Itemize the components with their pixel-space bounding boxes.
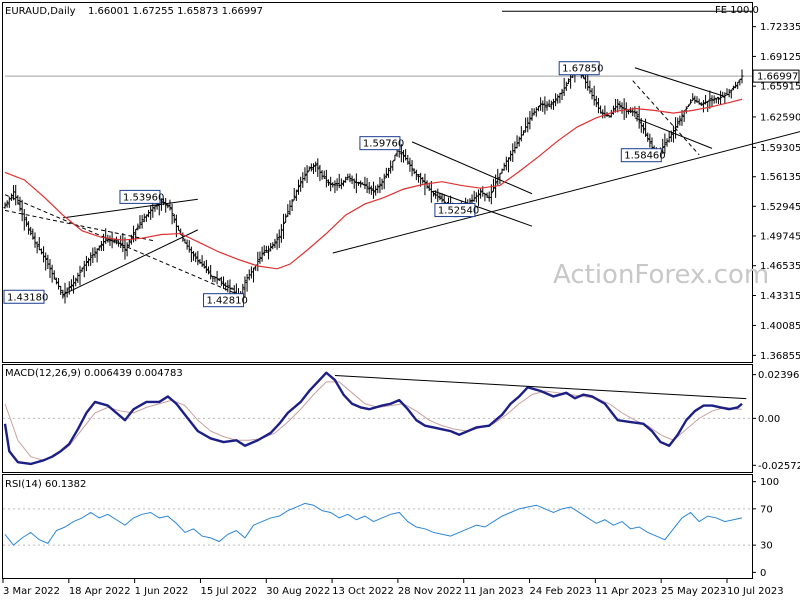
price-annotation-box [3, 289, 45, 304]
price-y-tick-label: 1.43315 [760, 291, 800, 302]
rsi-y-tick-label: 30 [760, 541, 773, 552]
price-annotation-box [119, 189, 161, 204]
rsi-y-tick-label: 0 [760, 568, 766, 579]
price-y-tick-label: 1.72335 [760, 22, 800, 33]
x-tick-label: 25 May 2023 [661, 586, 726, 597]
macd-trendline [334, 374, 747, 400]
macd-y-tick-label: 0.023963 [758, 370, 800, 381]
moving-average-line [4, 98, 743, 270]
price-panel-frame [2, 2, 753, 363]
price-annotation-label: 1.67850 [562, 64, 603, 75]
macd-line [3, 371, 743, 466]
rsi-panel-frame [2, 474, 753, 579]
rsi-line [4, 502, 743, 546]
price-y-tick-label: 1.36855 [760, 351, 800, 362]
rsi-y-tick-label: 100 [760, 477, 779, 488]
last-price-label: 1.66997 [757, 72, 798, 83]
x-tick-label: 18 Apr 2022 [69, 586, 131, 597]
x-tick-label: 30 Aug 2022 [266, 586, 330, 597]
price-y-tick-label: 1.62590 [760, 112, 800, 123]
price-y-tick-label: 1.46535 [760, 261, 800, 272]
price-y-tick-label: 1.69125 [760, 52, 800, 63]
price-annotation-label: 1.53960 [123, 192, 164, 203]
wedge-2022-lower-trendline [433, 190, 533, 227]
rsi-title: RSI(14) 60.1382 [5, 479, 86, 490]
price-annotation-box [359, 136, 401, 151]
price-annotation-box [620, 148, 662, 163]
x-tick-label: 15 Jul 2022 [200, 586, 257, 597]
macd-title: MACD(12,26,9) 0.006439 0.004783 [5, 368, 183, 379]
x-tick-label: 11 Apr 2023 [595, 586, 657, 597]
x-tick-label: 1 Jun 2022 [135, 586, 189, 597]
price-annotation-box [203, 293, 245, 308]
price-y-tick-label: 1.59305 [760, 143, 800, 154]
channel-2022-lower-trendline [62, 229, 199, 296]
watermark: ActionForex.com [553, 260, 769, 290]
wedge-2022-upper-trendline [411, 141, 533, 195]
decline-2022-dashed-lower-trendline [4, 194, 246, 298]
last-price-box [752, 69, 800, 83]
price-annotation-label: 1.58460 [624, 151, 665, 162]
price-y-tick-label: 1.56135 [760, 172, 800, 183]
x-tick-label: 10 Jul 2023 [727, 586, 784, 597]
price-annotation-box [558, 61, 600, 76]
price-annotation-label: 1.59760 [363, 139, 404, 150]
price-y-tick-label: 1.40085 [760, 321, 800, 332]
price-header: EURAUD,Daily [5, 6, 76, 17]
price-y-tick-label: 1.52945 [760, 202, 800, 213]
fe-label: FE 100.0 [715, 5, 759, 16]
x-tick-label: 13 Oct 2022 [332, 586, 394, 597]
price-y-tick-label: 1.49745 [760, 231, 800, 242]
x-tick-label: 11 Jan 2023 [464, 586, 524, 597]
macd-y-tick-label: -0.025726 [758, 461, 800, 472]
price-y-tick-label: 1.65915 [760, 82, 800, 93]
price-annotation-box [434, 203, 476, 218]
decline-2022-dashed-upper-trendline [4, 209, 156, 242]
ohlc-values: 1.66001 1.67255 1.65873 1.66997 [88, 6, 263, 17]
rsi-y-tick-label: 70 [760, 504, 773, 515]
price-annotation-label: 1.43180 [7, 292, 48, 303]
price-annotation-label: 1.42810 [207, 296, 248, 307]
x-tick-label: 28 Nov 2022 [398, 586, 462, 597]
triangle-2023-bottom-trendline [632, 80, 700, 156]
macd-y-tick-label: 0.00 [758, 414, 780, 425]
price-annotation-label: 1.52540 [438, 206, 479, 217]
long-term-support-trendline [332, 131, 800, 254]
channel-2022-upper-trendline [62, 198, 198, 219]
x-tick-label: 3 Mar 2022 [3, 586, 60, 597]
x-tick-label: 24 Feb 2023 [530, 586, 592, 597]
